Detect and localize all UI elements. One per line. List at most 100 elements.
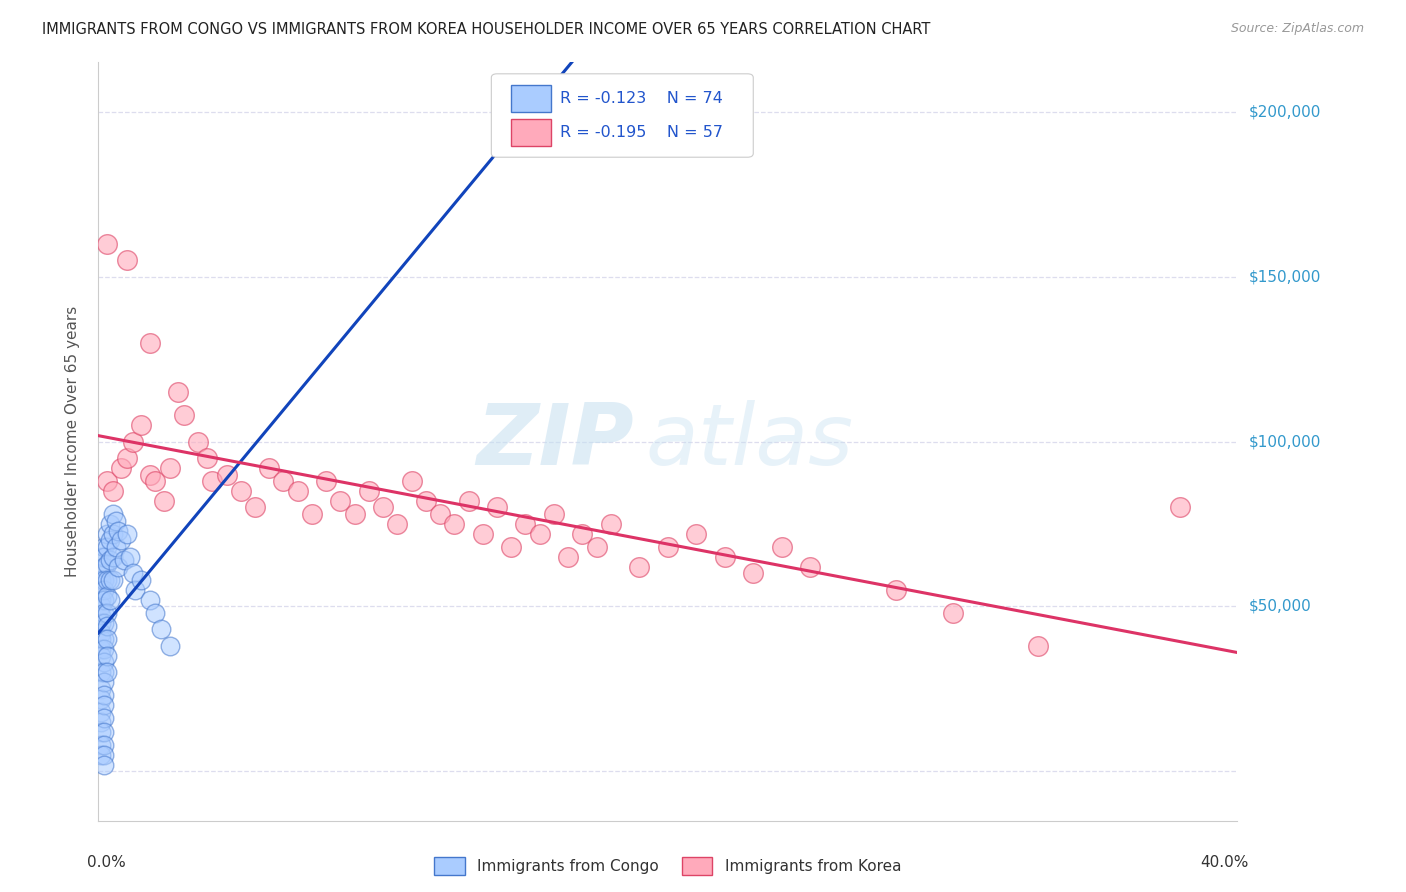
Point [107, 559, 129, 574]
Point [110, 533, 132, 548]
Point [415, 494, 437, 508]
Point [110, 461, 132, 475]
Point [98, 573, 121, 587]
Bar [510, 120, 551, 145]
Point [90, 681, 112, 696]
Text: $50,000: $50,000 [1249, 599, 1312, 614]
Point [90, 747, 112, 762]
Point [98, 533, 121, 548]
Point [98, 592, 121, 607]
Point [187, 434, 209, 449]
Point [90, 549, 112, 564]
Point [585, 540, 607, 554]
Point [628, 559, 651, 574]
Point [443, 516, 465, 531]
Point [685, 526, 707, 541]
Point [93, 559, 115, 574]
Point [90, 625, 112, 640]
Point [96, 474, 118, 488]
Point [93, 757, 115, 772]
Point [1026, 639, 1049, 653]
Point [115, 526, 138, 541]
Point [714, 549, 737, 564]
Y-axis label: Householder Income Over 65 years: Householder Income Over 65 years [65, 306, 80, 577]
Point [98, 553, 121, 567]
Point [90, 691, 112, 706]
Point [401, 474, 423, 488]
Point [96, 619, 118, 633]
Point [153, 494, 176, 508]
Point [118, 549, 141, 564]
Point [93, 549, 115, 564]
Text: Source: ZipAtlas.com: Source: ZipAtlas.com [1230, 22, 1364, 36]
Point [115, 450, 138, 465]
Point [93, 642, 115, 657]
Text: atlas: atlas [645, 400, 853, 483]
Point [101, 483, 124, 498]
Text: IMMIGRANTS FROM CONGO VS IMMIGRANTS FROM KOREA HOUSEHOLDER INCOME OVER 65 YEARS : IMMIGRANTS FROM CONGO VS IMMIGRANTS FROM… [42, 22, 931, 37]
Point [96, 540, 118, 554]
Point [529, 526, 551, 541]
Point [243, 500, 266, 515]
Point [96, 665, 118, 680]
Point [96, 590, 118, 604]
Point [90, 615, 112, 630]
Point [96, 526, 118, 541]
Point [1170, 500, 1192, 515]
Point [90, 632, 112, 647]
Point [93, 606, 115, 620]
Point [90, 724, 112, 739]
Point [315, 474, 337, 488]
Text: 0.0%: 0.0% [87, 855, 125, 870]
Point [112, 553, 135, 567]
Point [159, 461, 181, 475]
Point [167, 385, 190, 400]
Point [942, 606, 965, 620]
Point [93, 738, 115, 752]
Point [215, 467, 238, 482]
Text: ZIP: ZIP [477, 400, 634, 483]
Point [93, 689, 115, 703]
Point [96, 606, 118, 620]
Point [93, 675, 115, 690]
Text: $200,000: $200,000 [1249, 104, 1320, 120]
Point [742, 566, 765, 581]
Point [884, 582, 907, 597]
Point [93, 582, 115, 597]
Point [107, 524, 129, 538]
Point [129, 418, 152, 433]
Point [121, 434, 143, 449]
Point [93, 632, 115, 647]
Point [90, 582, 112, 597]
Point [373, 500, 395, 515]
Point [124, 582, 146, 597]
Point [138, 592, 160, 607]
Point [273, 474, 295, 488]
Point [104, 514, 127, 528]
Point [96, 557, 118, 571]
Point [429, 507, 451, 521]
Point [101, 507, 124, 521]
Point [150, 623, 173, 637]
Point [138, 467, 160, 482]
Point [357, 483, 380, 498]
Text: $100,000: $100,000 [1249, 434, 1320, 449]
Point [515, 516, 537, 531]
Point [387, 516, 409, 531]
Point [101, 549, 124, 564]
Point [159, 639, 181, 653]
Point [129, 573, 152, 587]
Point [93, 698, 115, 713]
Point [93, 615, 115, 630]
Point [329, 494, 352, 508]
Point [90, 592, 112, 607]
Point [93, 724, 115, 739]
Point [486, 500, 509, 515]
FancyBboxPatch shape [491, 74, 754, 157]
Point [96, 573, 118, 587]
Point [115, 253, 138, 268]
Point [96, 648, 118, 663]
Point [343, 507, 366, 521]
Point [93, 592, 115, 607]
Legend: Immigrants from Congo, Immigrants from Korea: Immigrants from Congo, Immigrants from K… [429, 851, 907, 881]
